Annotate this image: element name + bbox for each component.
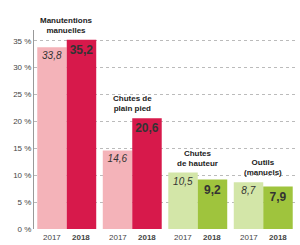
svg-text:33,8: 33,8 — [42, 50, 62, 61]
svg-text:2017: 2017 — [174, 233, 192, 242]
svg-text:25 %: 25 % — [13, 90, 31, 99]
svg-text:2018: 2018 — [72, 233, 90, 242]
svg-text:Manutentionsmanuelles: Manutentionsmanuelles — [40, 16, 93, 35]
svg-text:2017: 2017 — [43, 233, 61, 242]
svg-text:35,2: 35,2 — [70, 43, 94, 57]
svg-text:2018: 2018 — [203, 233, 221, 242]
svg-text:0 %: 0 % — [18, 225, 32, 234]
svg-text:30 %: 30 % — [13, 63, 31, 72]
svg-text:5 %: 5 % — [18, 198, 32, 207]
svg-text:2018: 2018 — [138, 233, 156, 242]
svg-text:35 %: 35 % — [13, 37, 31, 46]
svg-text:14,6: 14,6 — [108, 153, 128, 164]
svg-text:2017: 2017 — [240, 233, 258, 242]
svg-text:20,6: 20,6 — [135, 121, 159, 135]
svg-text:10 %: 10 % — [13, 171, 31, 180]
svg-text:7,9: 7,9 — [269, 190, 286, 204]
svg-text:20 %: 20 % — [13, 117, 31, 126]
svg-text:Chutes deplain pied: Chutes deplain pied — [113, 94, 152, 113]
svg-text:Outils(manuels): Outils(manuels) — [244, 158, 282, 177]
svg-text:10,5: 10,5 — [173, 176, 193, 187]
svg-text:2017: 2017 — [109, 233, 127, 242]
svg-text:8,7: 8,7 — [241, 185, 255, 196]
svg-text:Chutesde hauteur: Chutesde hauteur — [177, 149, 218, 168]
svg-text:2018: 2018 — [269, 233, 287, 242]
svg-text:9,2: 9,2 — [204, 183, 221, 197]
svg-text:15 %: 15 % — [13, 144, 31, 153]
